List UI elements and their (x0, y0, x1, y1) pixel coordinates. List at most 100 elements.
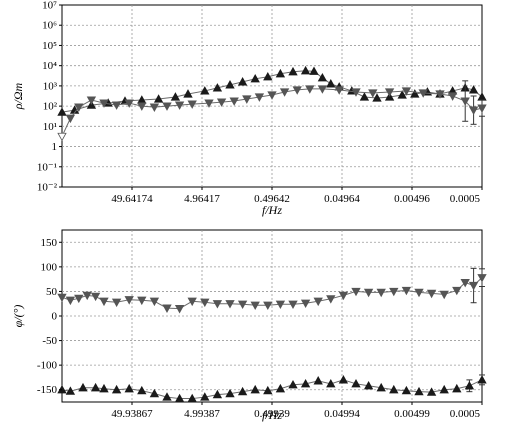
phase-panel: 150 100 50 0 -50 -100 -150 49.93867 4.99387 0.49… (11, 229, 487, 422)
resistivity-y-tick-label: 10⁻² (37, 182, 58, 194)
resistivity-data-point (225, 80, 235, 89)
resistivity-data-point (468, 85, 479, 94)
resistivity-data-point (170, 92, 181, 101)
phase-data-point (414, 386, 424, 396)
phase-data-point (460, 278, 470, 288)
resistivity-x-tick-label: 0.04964 (324, 193, 360, 205)
phase-data-point (250, 301, 260, 311)
phase-data-point (326, 378, 336, 388)
phase-data-point (124, 296, 134, 305)
phase-data-point (338, 291, 349, 301)
resistivity-data-point (447, 92, 458, 101)
phase-data-point (99, 383, 109, 393)
resistivity-data-point (418, 89, 428, 98)
phase-data-point (313, 297, 323, 307)
resistivity-x-tick-label: 0.49642 (254, 193, 290, 205)
phase-data-point (452, 286, 462, 296)
resistivity-data-point (237, 77, 248, 86)
phase-data-point (464, 380, 475, 390)
phase-y-tick-label: -50 (42, 335, 57, 347)
phase-data-point (439, 290, 449, 300)
resistivity-data-point (468, 106, 479, 115)
phase-x-tick-label: 0.49939 (254, 408, 290, 420)
phase-data-point (124, 383, 134, 393)
phase-data-point (263, 301, 273, 311)
resistivity-data-point (149, 103, 160, 112)
resistivity-data-point (351, 88, 361, 97)
phase-y-tick-label: 0 (52, 311, 58, 323)
resistivity-data-point (263, 71, 273, 81)
resistivity-data-point (477, 104, 487, 113)
phase-data-point (426, 289, 437, 299)
phase-data-point (200, 298, 210, 308)
phase-data-point (414, 288, 424, 298)
phase-data-point (401, 286, 412, 296)
resistivity-data-point (57, 132, 67, 142)
resistivity-data-point (460, 97, 470, 106)
phase-data-point (376, 288, 386, 298)
resistivity-data-point (183, 89, 193, 98)
phase-data-point (237, 300, 248, 310)
phase-data-point (187, 393, 197, 403)
resistivity-x-axis-label: f/Hz (262, 203, 282, 217)
resistivity-y-tick-label: 10⁴ (42, 60, 57, 72)
phase-y-tick-label: -150 (37, 384, 58, 396)
resistivity-y-axis-label: ρ/Ωm (11, 82, 25, 110)
phase-data-point (225, 388, 235, 398)
resistivity-y-tick-label: 10⁶ (42, 20, 57, 32)
resistivity-data-point (250, 73, 260, 83)
phase-y-tick-label: 150 (41, 237, 58, 249)
resistivity-data-point (242, 95, 252, 104)
phase-x-tick-label: 4.99387 (184, 408, 220, 420)
phase-data-point (376, 382, 386, 392)
phase-data-point (174, 393, 185, 403)
resistivity-data-point (174, 101, 185, 110)
resistivity-data-point (74, 103, 84, 112)
resistivity-data-point (137, 102, 147, 111)
phase-data-point (351, 287, 361, 297)
resistivity-y-tick-label: 10⁷ (42, 0, 57, 12)
resistivity-data-point (86, 96, 97, 105)
resistivity-data-point (279, 88, 290, 97)
resistivity-x-tick-label: 0.0005 (450, 193, 481, 205)
resistivity-data-point (300, 65, 311, 75)
phase-data-point (65, 296, 76, 306)
phase-data-point (250, 384, 260, 394)
resistivity-data-point (435, 90, 445, 99)
phase-data-point (137, 385, 147, 395)
resistivity-x-tick-label: 49.64174 (111, 193, 153, 205)
phase-data-point (439, 384, 449, 394)
phase-data-point (300, 378, 311, 388)
phase-data-point (187, 297, 197, 307)
phase-data-point (57, 293, 67, 303)
phase-data-point (82, 291, 92, 301)
resistivity-data-point (384, 88, 395, 97)
resistivity-data-point (317, 72, 328, 82)
resistivity-data-point (288, 66, 298, 76)
resistivity-data-point (334, 86, 344, 95)
resistivity-y-tick-label: 10⁵ (42, 40, 57, 52)
resistivity-data-point (65, 114, 76, 124)
resistivity-data-point (292, 86, 302, 95)
phase-data-point (477, 274, 487, 283)
phase-data-point (313, 376, 323, 385)
resistivity-y-tick-label: 10² (43, 101, 58, 113)
phase-data-point (162, 304, 172, 313)
phase-data-point (149, 388, 160, 398)
phase-data-point (65, 386, 76, 395)
phase-data-point (90, 292, 101, 302)
phase-data-point (351, 378, 361, 388)
resistivity-y-tick-label: 10³ (43, 80, 58, 92)
resistivity-y-tick-label: 10⁻¹ (37, 161, 57, 173)
phase-data-point (111, 384, 122, 394)
resistivity-data-point (187, 100, 197, 109)
phase-x-tick-label: 0.00499 (394, 408, 430, 420)
phase-data-point (389, 384, 399, 394)
resistivity-data-point (401, 87, 412, 96)
phase-data-point (212, 389, 223, 399)
resistivity-data-point (254, 93, 265, 102)
phase-data-point (452, 383, 462, 393)
phase-x-axis-label: f/Hz (262, 408, 282, 422)
resistivity-data-point (275, 68, 286, 78)
